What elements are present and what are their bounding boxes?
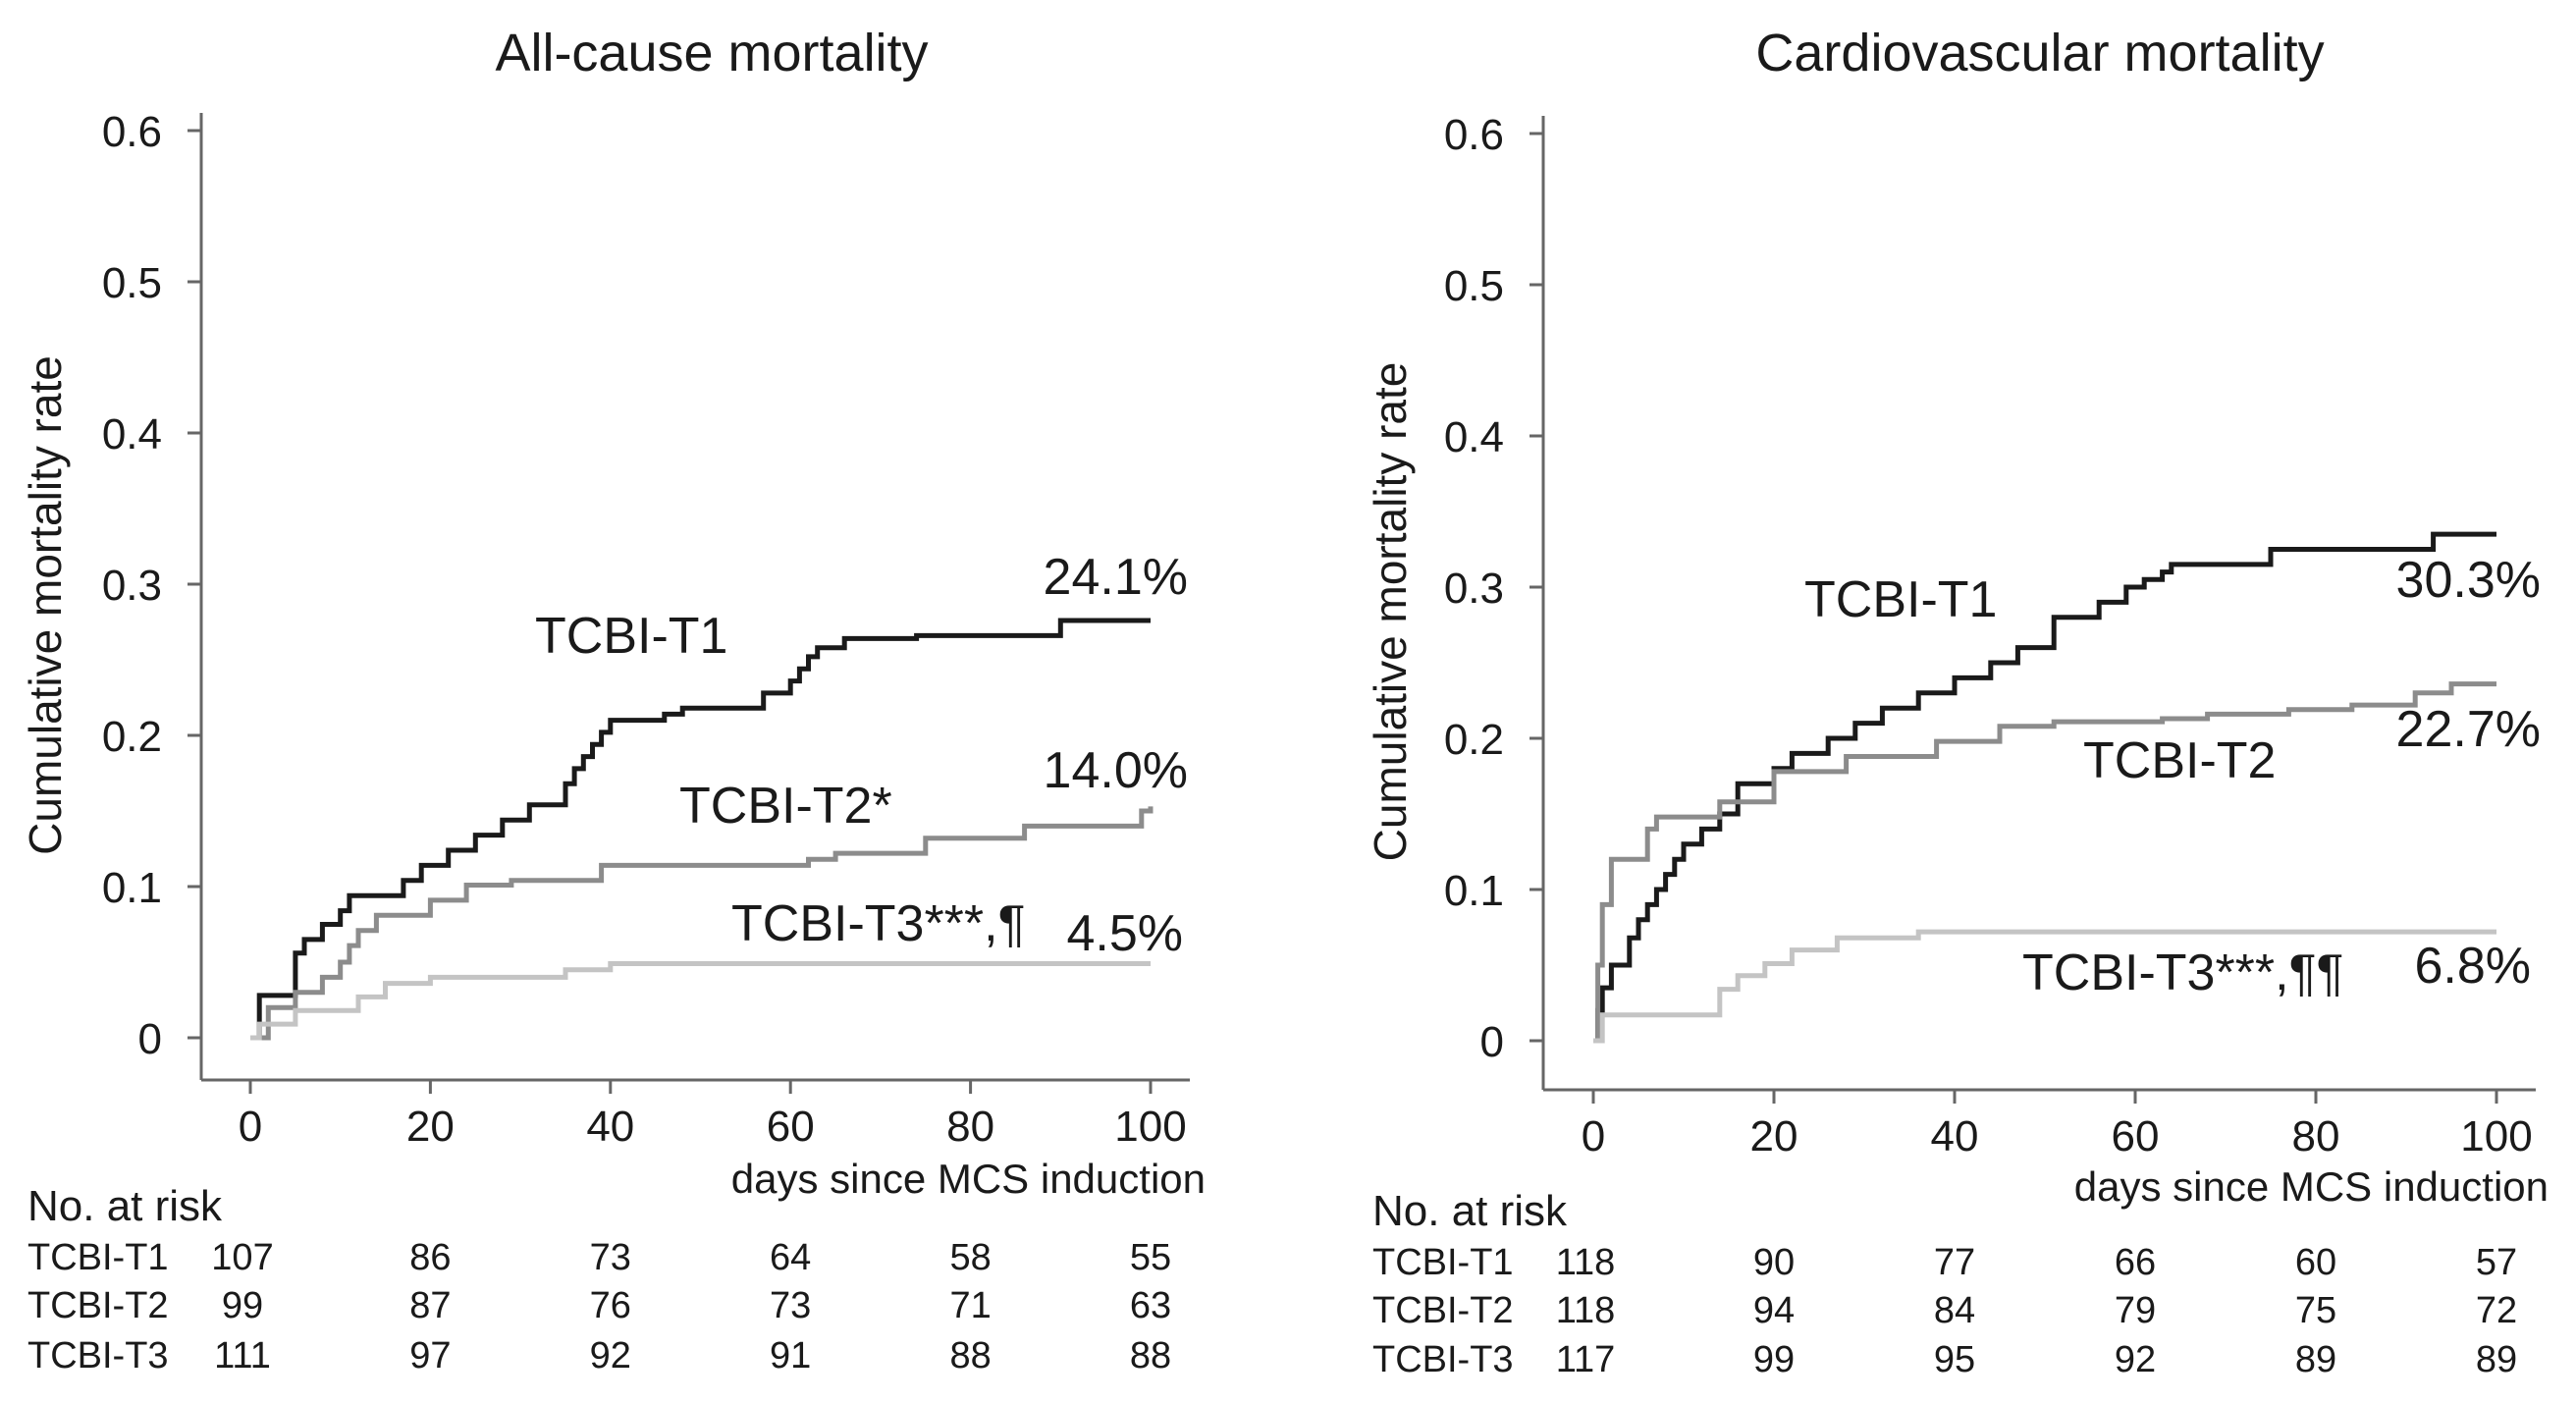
risk-value: 55 [1130, 1237, 1171, 1278]
series-line-tcbi-t2 [250, 806, 1154, 1041]
risk-value: 107 [211, 1237, 273, 1278]
risk-value: 89 [2295, 1339, 2336, 1380]
series-line-tcbi-t1 [250, 618, 1151, 1041]
risk-value: 91 [770, 1335, 811, 1376]
risk-row-name-tcbi-t3: TCBI-T3 [27, 1335, 169, 1376]
series-label-tcbi-t1: TCBI-T1 [535, 608, 727, 665]
risk-value: 86 [409, 1237, 451, 1278]
x-tick-label: 20 [406, 1103, 455, 1151]
y-tick-label: 0 [138, 1015, 162, 1063]
risk-value: 87 [409, 1285, 451, 1326]
x-axis-label: days since MCS induction [2074, 1163, 2549, 1210]
series-line-tcbi-t1 [1593, 531, 2496, 1044]
panel-cardiovascular-mortality: Cardiovascular mortality 0 0.1 0.2 0.3 0.4 0.5… [1365, 24, 2549, 1380]
series-label-tcbi-t3: TCBI-T3***,¶ [731, 895, 1026, 952]
y-tick-label: 0.6 [102, 108, 162, 156]
y-tick-label: 0.5 [1444, 262, 1504, 310]
risk-value: 118 [1556, 1242, 1616, 1283]
risk-value: 92 [2115, 1339, 2156, 1380]
risk-value: 90 [1753, 1242, 1795, 1283]
risk-value: 73 [590, 1237, 631, 1278]
risk-value: 57 [2476, 1242, 2517, 1283]
risk-row-name-tcbi-t1: TCBI-T1 [1372, 1242, 1514, 1283]
risk-value: 94 [1753, 1290, 1795, 1331]
x-tick-label: 100 [1114, 1103, 1186, 1151]
x-tick-label: 60 [767, 1103, 815, 1151]
risk-value: 88 [1130, 1335, 1171, 1376]
risk-value: 118 [1556, 1290, 1616, 1331]
risk-value: 58 [949, 1237, 991, 1278]
y-axis-label: Cumulative mortality rate [1365, 362, 1416, 862]
y-tick-label: 0.6 [1444, 111, 1504, 159]
risk-value: 71 [949, 1285, 991, 1326]
end-value-label-tcbi-t2: 14.0% [1044, 742, 1188, 799]
y-tick-label: 0.4 [1444, 413, 1504, 461]
y-tick-label: 0.1 [102, 864, 162, 912]
risk-value: 64 [770, 1237, 811, 1278]
risk-value: 76 [590, 1285, 631, 1326]
risk-table-header: No. at risk [1372, 1187, 1568, 1235]
panel-all-cause-mortality: All-cause mortality 0 0.1 0.2 0.3 0.4 0.5 0.6 0 2… [20, 24, 1206, 1376]
series-label-tcbi-t2: TCBI-T2 [2083, 732, 2276, 789]
x-tick-label: 0 [1582, 1112, 1605, 1160]
risk-row-name-tcbi-t2: TCBI-T2 [27, 1285, 169, 1326]
x-tick-label: 100 [2460, 1112, 2532, 1160]
series-label-tcbi-t2: TCBI-T2* [679, 778, 892, 835]
series-label-tcbi-t3: TCBI-T3***,¶¶ [2022, 944, 2343, 1001]
risk-row-name-tcbi-t3: TCBI-T3 [1372, 1339, 1514, 1380]
risk-value: 84 [1934, 1290, 1975, 1331]
end-value-label-tcbi-t3: 4.5% [1066, 905, 1183, 962]
chart-title: Cardiovascular mortality [1755, 24, 2324, 82]
risk-value: 75 [2295, 1290, 2336, 1331]
y-tick-label: 0.1 [1444, 867, 1504, 915]
series-line-tcbi-t3 [1593, 929, 2496, 1044]
x-tick-label: 40 [586, 1103, 634, 1151]
risk-value: 63 [1130, 1285, 1171, 1326]
risk-value: 79 [2115, 1290, 2156, 1331]
x-axis-label: days since MCS induction [731, 1156, 1206, 1202]
risk-table-header: No. at risk [27, 1182, 223, 1230]
y-tick-label: 0 [1480, 1018, 1504, 1066]
risk-value: 99 [222, 1285, 263, 1326]
y-tick-label: 0.2 [1444, 716, 1504, 764]
x-tick-label: 20 [1750, 1112, 1798, 1160]
x-tick-label: 80 [946, 1103, 994, 1151]
x-tick-label: 60 [2112, 1112, 2160, 1160]
risk-value: 117 [1556, 1339, 1616, 1380]
risk-row-name-tcbi-t1: TCBI-T1 [27, 1237, 169, 1278]
risk-row-name-tcbi-t2: TCBI-T2 [1372, 1290, 1514, 1331]
y-tick-label: 0.4 [102, 410, 162, 459]
risk-value: 73 [770, 1285, 811, 1326]
end-value-label-tcbi-t3: 6.8% [2414, 938, 2531, 995]
risk-value: 92 [590, 1335, 631, 1376]
y-tick-label: 0.2 [102, 713, 162, 761]
end-value-label-tcbi-t1: 30.3% [2396, 552, 2541, 609]
y-axis-label: Cumulative mortality rate [20, 355, 71, 855]
risk-value: 99 [1753, 1339, 1795, 1380]
end-value-label-tcbi-t1: 24.1% [1044, 549, 1188, 606]
risk-value: 89 [2476, 1339, 2517, 1380]
series-line-tcbi-t2 [1593, 681, 2496, 1044]
y-tick-label: 0.3 [1444, 565, 1504, 613]
risk-value: 66 [2115, 1242, 2156, 1283]
y-tick-label: 0.5 [102, 259, 162, 307]
risk-value: 72 [2476, 1290, 2517, 1331]
series-line-tcbi-t3 [250, 961, 1151, 1041]
x-tick-label: 40 [1931, 1112, 1979, 1160]
risk-value: 88 [949, 1335, 991, 1376]
risk-value: 111 [214, 1335, 271, 1376]
risk-value: 95 [1934, 1339, 1975, 1380]
x-tick-label: 80 [2292, 1112, 2340, 1160]
risk-value: 77 [1934, 1242, 1975, 1283]
end-value-label-tcbi-t2: 22.7% [2396, 701, 2541, 758]
risk-value: 60 [2295, 1242, 2336, 1283]
chart-title: All-cause mortality [495, 24, 928, 82]
x-tick-label: 0 [239, 1103, 262, 1151]
series-label-tcbi-t1: TCBI-T1 [1804, 571, 1997, 628]
y-tick-label: 0.3 [102, 562, 162, 610]
risk-value: 97 [409, 1335, 451, 1376]
